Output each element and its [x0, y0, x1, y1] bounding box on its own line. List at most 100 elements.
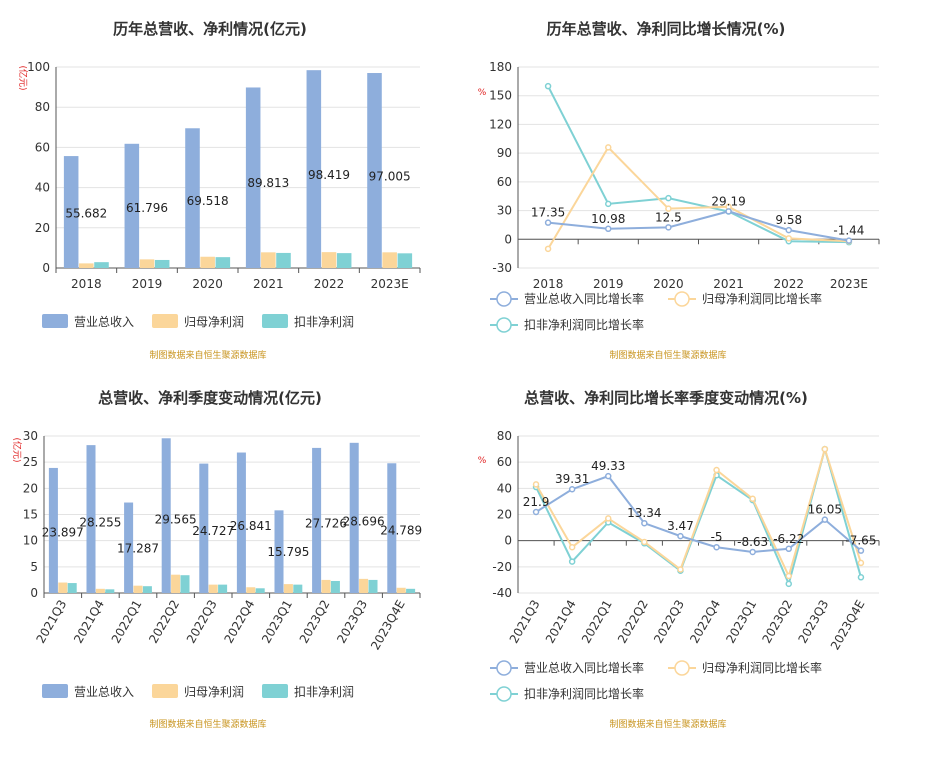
- y-tick-label: 0: [504, 534, 512, 548]
- line-point: [641, 538, 648, 546]
- bar-营业总收入: [367, 73, 382, 268]
- chart-2: 历年总营收、净利同比增长情况(%)% -30 0 30 60 90 120 150 180 201…: [478, 20, 880, 361]
- line-point: [857, 547, 865, 554]
- line-data-label: 16.05: [808, 503, 842, 517]
- line-point: [749, 548, 756, 556]
- bar-归母净利润: [283, 584, 293, 593]
- legend-label: 营业总收入: [74, 315, 134, 329]
- bar-归母净利润: [58, 582, 68, 593]
- line-point: [821, 516, 829, 523]
- bar-data-label: 26.841: [230, 519, 272, 533]
- line-point: [725, 208, 732, 215]
- line-point: [568, 485, 576, 493]
- bar-营业总收入: [124, 502, 134, 593]
- x-tick-label: 2021Q4: [543, 598, 579, 646]
- line-营业总收入同比增长率: [547, 210, 850, 242]
- x-tick-label: 2018: [533, 277, 564, 291]
- line-point: [665, 224, 672, 231]
- bar-扣非净利润: [293, 584, 303, 593]
- line-data-label: 9.58: [775, 213, 802, 227]
- legend-marker: [496, 686, 512, 702]
- x-tick-label: 2023Q4E: [368, 598, 408, 653]
- legend-label: 扣非净利润: [294, 685, 354, 699]
- legend: 营业总收入 归母净利润 扣非净利润: [42, 684, 354, 699]
- bar-扣非净利润: [142, 586, 152, 593]
- chart-title: 历年总营收、净利情况(亿元): [113, 20, 307, 38]
- x-tick-label: 2021Q3: [507, 598, 543, 646]
- legend-swatch: [42, 684, 68, 698]
- legend-label: 营业总收入: [74, 685, 134, 699]
- y-tick-label: 80: [497, 429, 512, 443]
- legend-label: 归母净利润同比增长率: [702, 291, 822, 306]
- legend-label: 归母净利润: [184, 685, 244, 699]
- bar-扣非净利润: [397, 253, 413, 268]
- y-tick-label: 80: [35, 100, 50, 114]
- legend-swatch: [262, 314, 288, 328]
- line-归母净利润同比增长率: [535, 445, 862, 579]
- y-tick-label: 0: [30, 586, 38, 600]
- bar-营业总收入: [199, 463, 209, 593]
- bar-营业总收入: [63, 156, 79, 268]
- line-data-label: 29.19: [711, 194, 745, 208]
- bar-data-label: 69.518: [187, 194, 229, 208]
- y-tick-label: 30: [497, 204, 512, 218]
- bar-归母净利润: [246, 587, 256, 593]
- line-data-label: 10.98: [591, 212, 625, 226]
- x-tick-label: 2018: [71, 277, 102, 291]
- bar-扣非净利润: [215, 257, 231, 268]
- bar-归母净利润: [359, 578, 369, 593]
- y-axis-unit: (亿元): [11, 437, 23, 462]
- x-tick-label: 2023Q2: [297, 598, 333, 646]
- chart-title: 历年总营收、净利同比增长情况(%): [547, 20, 786, 38]
- bar-归母净利润: [396, 587, 406, 593]
- x-tick-label: 2023Q3: [334, 598, 370, 646]
- line-point: [605, 515, 612, 522]
- legend-swatch: [152, 314, 178, 328]
- line-data-label: -1.44: [833, 224, 864, 238]
- bar-data-label: 89.813: [247, 176, 289, 190]
- x-tick-label: 2023E: [830, 277, 868, 291]
- x-tick-label: 2023E: [371, 277, 409, 291]
- bar-data-label: 17.287: [117, 541, 159, 555]
- bar-归母净利润: [171, 574, 181, 593]
- line-point: [665, 194, 672, 202]
- bar-归母净利润: [200, 256, 215, 268]
- bar-扣非净利润: [105, 589, 115, 593]
- line-point: [821, 445, 829, 453]
- bar-data-label: 55.682: [65, 207, 107, 221]
- line-point: [568, 558, 576, 565]
- bar-扣非净利润: [336, 253, 352, 268]
- legend-label: 扣非净利润同比增长率: [524, 686, 644, 701]
- y-tick-label: -30: [492, 261, 512, 275]
- bar-扣非净利润: [330, 580, 340, 593]
- line-point: [605, 200, 612, 208]
- legend-marker: [674, 291, 690, 307]
- bar-营业总收入: [86, 445, 96, 593]
- y-tick-label: 60: [497, 175, 512, 189]
- bar-data-label: 98.419: [308, 168, 350, 182]
- y-tick-label: 5: [30, 560, 38, 574]
- x-tick-label: 2022Q2: [146, 598, 182, 646]
- bar-扣非净利润: [154, 259, 170, 268]
- line-point: [785, 572, 792, 580]
- legend-marker: [674, 660, 690, 676]
- legend-label: 营业总收入同比增长率: [524, 291, 644, 306]
- x-tick-label: 2020: [653, 277, 684, 291]
- chart-title: 总营收、净利同比增长率季度变动情况(%): [524, 389, 808, 407]
- x-tick-label: 2019: [132, 277, 163, 291]
- x-tick-label: 2022Q3: [651, 598, 687, 646]
- line-data-label: 21.9: [523, 495, 550, 509]
- x-tick-label: 2022: [773, 277, 804, 291]
- legend-swatch: [152, 684, 178, 698]
- line-point: [605, 144, 612, 151]
- x-tick-label: 2022Q1: [109, 598, 145, 646]
- legend-label: 归母净利润同比增长率: [702, 660, 822, 675]
- line-data-label: -6.22: [773, 532, 804, 546]
- bar-data-label: 24.727: [192, 524, 234, 538]
- legend-label: 营业总收入同比增长率: [524, 660, 644, 675]
- line-point: [544, 82, 552, 90]
- bar-data-label: 28.255: [79, 515, 121, 529]
- line-data-label: -5: [711, 530, 723, 544]
- bar-data-label: 29.565: [155, 512, 197, 526]
